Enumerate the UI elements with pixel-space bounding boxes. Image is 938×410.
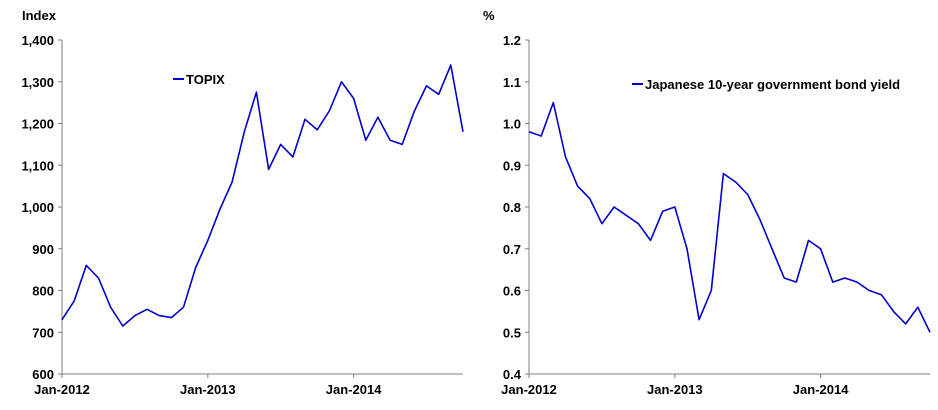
topix-y-tick-label: 900 [32, 242, 54, 257]
topix-x-tick-label: Jan-2012 [34, 382, 90, 397]
topix-y-tick-label: 1,000 [21, 200, 54, 215]
jgb-x-ticks: Jan-2012 Jan-2013 Jan-2014 [501, 374, 849, 397]
topix-y-ticks: 600 700 800 900 1,000 1,100 1,200 1,300 1,400 [21, 33, 62, 382]
topix-y-tick-label: 1,300 [21, 75, 54, 90]
topix-y-tick-label: 1,100 [21, 158, 54, 173]
jgb-x-tick-label: Jan-2014 [793, 382, 849, 397]
topix-legend-label: TOPIX [186, 72, 225, 87]
topix-y-tick-label: 1,200 [21, 117, 54, 132]
topix-x-tick-label: Jan-2014 [326, 382, 382, 397]
topix-chart: Index 600 700 800 900 1,000 1,100 1,200 1,300 1,… [21, 8, 464, 397]
topix-x-ticks: Jan-2012 Jan-2013 Jan-2014 [34, 374, 382, 397]
jgb-y-tick-label: 0.6 [503, 284, 521, 299]
topix-y-tick-label: 800 [32, 284, 54, 299]
jgb-series-line [528, 101, 931, 333]
jgb-y-tick-label: 0.5 [503, 325, 521, 340]
jgb-y-ticks: 0.4 0.5 0.6 0.7 0.8 0.9 1.0 1.1 1.2 [503, 33, 529, 382]
jgb-y-tick-label: 0.4 [503, 367, 522, 382]
jgb-legend-label: Japanese 10-year government bond yield [645, 77, 900, 92]
jgb-y-tick-label: 1.2 [503, 33, 521, 48]
jgb-yield-chart: % 0.40.50.60.70.80.91.01.11.2 Jan-2012 Ja… [483, 8, 931, 397]
jgb-x-tick-label: Jan-2012 [501, 382, 557, 397]
topix-y-tick-label: 700 [32, 325, 54, 340]
topix-x-tick-label: Jan-2013 [180, 382, 236, 397]
topix-y-axis-label: Index [22, 8, 57, 23]
jgb-x-tick-label: Jan-2013 [647, 382, 703, 397]
jgb-y-tick-label: 1.1 [503, 75, 521, 90]
jgb-y-axis-label: % [483, 8, 495, 23]
jgb-y-tick-label: 1.0 [503, 117, 521, 132]
jgb-y-tick-label: 0.8 [503, 200, 521, 215]
topix-y-tick-label: 1,400 [21, 33, 54, 48]
jgb-y-tick-label: 0.7 [503, 242, 521, 257]
topix-series-line [61, 64, 464, 327]
topix-y-tick-label: 600 [32, 367, 54, 382]
jgb-y-tick-label: 0.9 [503, 158, 521, 173]
